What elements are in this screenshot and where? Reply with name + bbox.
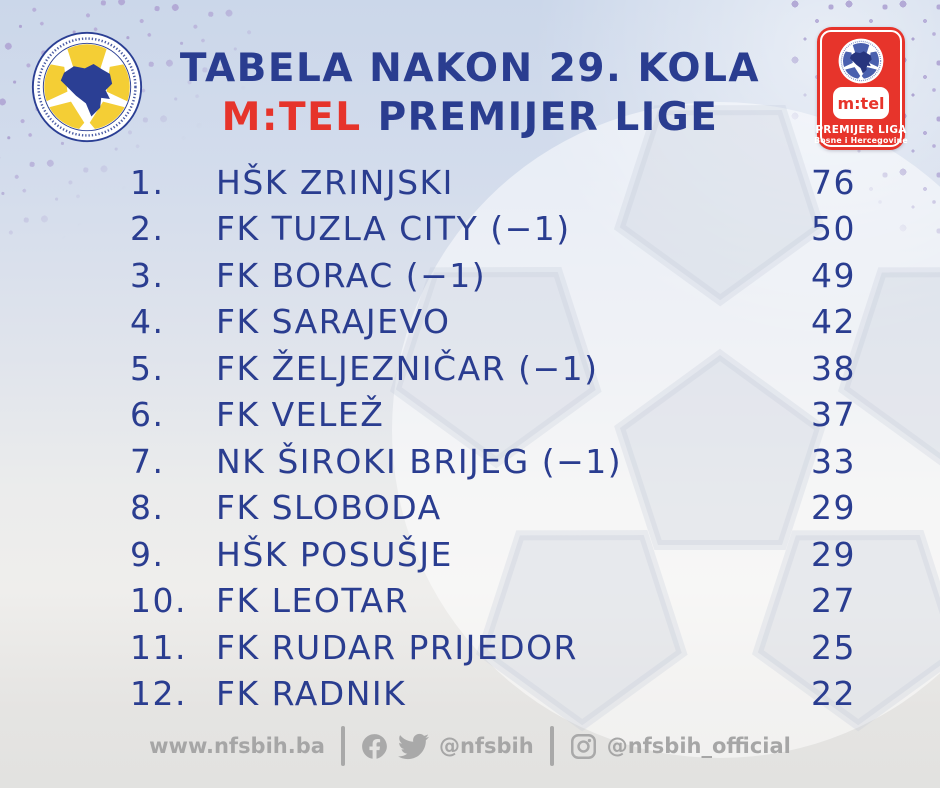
row-points: 49 [811, 255, 856, 295]
row-points: 27 [811, 581, 856, 621]
row-points: 25 [811, 627, 856, 667]
table-row: 6. FK VELEŽ 37 [130, 392, 856, 439]
title-league: PREMIJER LIGE [377, 95, 719, 140]
row-rank: 10. [130, 581, 187, 621]
mtel-league-label: PREMIJER LIGA [815, 124, 907, 136]
page-title: TABELA NAKON 29. KOLA M:TEL PREMIJER LIGE [0, 44, 940, 142]
row-points: 76 [811, 162, 856, 202]
row-points: 29 [811, 534, 856, 574]
row-team: HŠK ZRINJSKI [216, 162, 454, 202]
row-team: FK TUZLA CITY (−1) [216, 209, 571, 249]
facebook-twitter-handle: @nfsbih [438, 734, 534, 758]
row-points: 33 [811, 441, 856, 481]
row-team: FK SLOBODA [216, 488, 442, 528]
website-url: www.nfsbih.ba [149, 734, 325, 758]
row-points: 38 [811, 348, 856, 388]
row-team: FK SARAJEVO [216, 302, 451, 342]
row-points: 22 [811, 674, 856, 714]
row-rank: 11. [130, 627, 187, 667]
twitter-icon [397, 731, 429, 762]
row-rank: 5. [130, 348, 165, 388]
row-points: 42 [811, 302, 856, 342]
mtel-wordmark-box: m:tel [833, 87, 889, 119]
row-team: NK ŠIROKI BRIJEG (−1) [216, 441, 623, 481]
row-rank: 7. [130, 441, 165, 481]
row-team: FK BORAC (−1) [216, 255, 487, 295]
nfsbih-federation-logo [31, 31, 143, 143]
row-team: FK VELEŽ [216, 395, 385, 435]
row-rank: 9. [130, 534, 165, 574]
footer-divider [549, 726, 554, 766]
row-rank: 1. [130, 162, 165, 202]
standings-table: 1. HŠK ZRINJSKI 76 2. FK TUZLA CITY (−1)… [130, 159, 856, 717]
row-rank: 3. [130, 255, 165, 295]
footer-social-group-2: @nfsbih_official [570, 733, 791, 760]
table-row: 10. FK LEOTAR 27 [130, 578, 856, 625]
instagram-icon [570, 733, 597, 760]
table-row: 8. FK SLOBODA 29 [130, 485, 856, 532]
row-team: FK LEOTAR [216, 581, 409, 621]
table-row: 3. FK BORAC (−1) 49 [130, 252, 856, 299]
row-rank: 4. [130, 302, 165, 342]
row-team: FK RADNIK [216, 674, 407, 714]
table-row: 1. HŠK ZRINJSKI 76 [130, 159, 856, 206]
table-row: 5. FK ŽELJEZNIČAR (−1) 38 [130, 345, 856, 392]
table-row: 7. NK ŠIROKI BRIJEG (−1) 33 [130, 438, 856, 485]
row-rank: 8. [130, 488, 165, 528]
mtel-wordmark: m:tel [837, 93, 885, 113]
title-line-2: M:TEL PREMIJER LIGE [0, 93, 940, 142]
row-points: 29 [811, 488, 856, 528]
row-team: FK RUDAR PRIJEDOR [216, 627, 578, 667]
table-row: 12. FK RADNIK 22 [130, 671, 856, 718]
footer-bar: www.nfsbih.ba @nfsbih [0, 718, 940, 774]
table-row: 9. HŠK POSUŠJE 29 [130, 531, 856, 578]
row-rank: 12. [130, 674, 187, 714]
mtel-country-label: Bosne i Hercegovine [814, 136, 908, 145]
footer-divider [340, 726, 345, 766]
row-team: FK ŽELJEZNIČAR (−1) [216, 348, 599, 388]
title-line-1: TABELA NAKON 29. KOLA [179, 46, 761, 91]
facebook-icon [361, 733, 388, 760]
row-rank: 6. [130, 395, 165, 435]
mtel-premijer-liga-logo: m:tel PREMIJER LIGA Bosne i Hercegovine [814, 27, 908, 150]
table-row: 11. FK RUDAR PRIJEDOR 25 [130, 624, 856, 671]
table-row: 4. FK SARAJEVO 42 [130, 299, 856, 346]
row-team: HŠK POSUŠJE [216, 534, 453, 574]
footer-social-group-1: @nfsbih [361, 731, 534, 762]
row-points: 37 [811, 395, 856, 435]
bosnia-map-shape [60, 64, 113, 117]
table-row: 2. FK TUZLA CITY (−1) 50 [130, 206, 856, 253]
title-brand-mtel: M:TEL [221, 95, 362, 140]
row-rank: 2. [130, 209, 165, 249]
instagram-handle: @nfsbih_official [606, 734, 791, 758]
mtel-logo-ball-icon [838, 38, 884, 84]
row-points: 50 [811, 209, 856, 249]
